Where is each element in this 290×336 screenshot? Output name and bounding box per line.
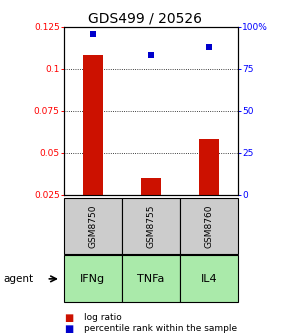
Text: percentile rank within the sample: percentile rank within the sample (84, 324, 237, 333)
Text: GSM8755: GSM8755 (146, 204, 155, 248)
Text: IFNg: IFNg (80, 274, 105, 284)
Text: GSM8750: GSM8750 (88, 204, 97, 248)
Bar (199, 139, 219, 195)
Text: IL4: IL4 (200, 274, 217, 284)
Text: GSM8760: GSM8760 (204, 204, 213, 248)
Bar (83, 55, 103, 195)
Text: TNFa: TNFa (137, 274, 164, 284)
Text: log ratio: log ratio (84, 313, 122, 322)
Text: agent: agent (3, 274, 33, 284)
Bar (141, 178, 161, 195)
Text: ■: ■ (64, 312, 73, 323)
Text: GDS499 / 20526: GDS499 / 20526 (88, 12, 202, 26)
Text: ■: ■ (64, 324, 73, 334)
